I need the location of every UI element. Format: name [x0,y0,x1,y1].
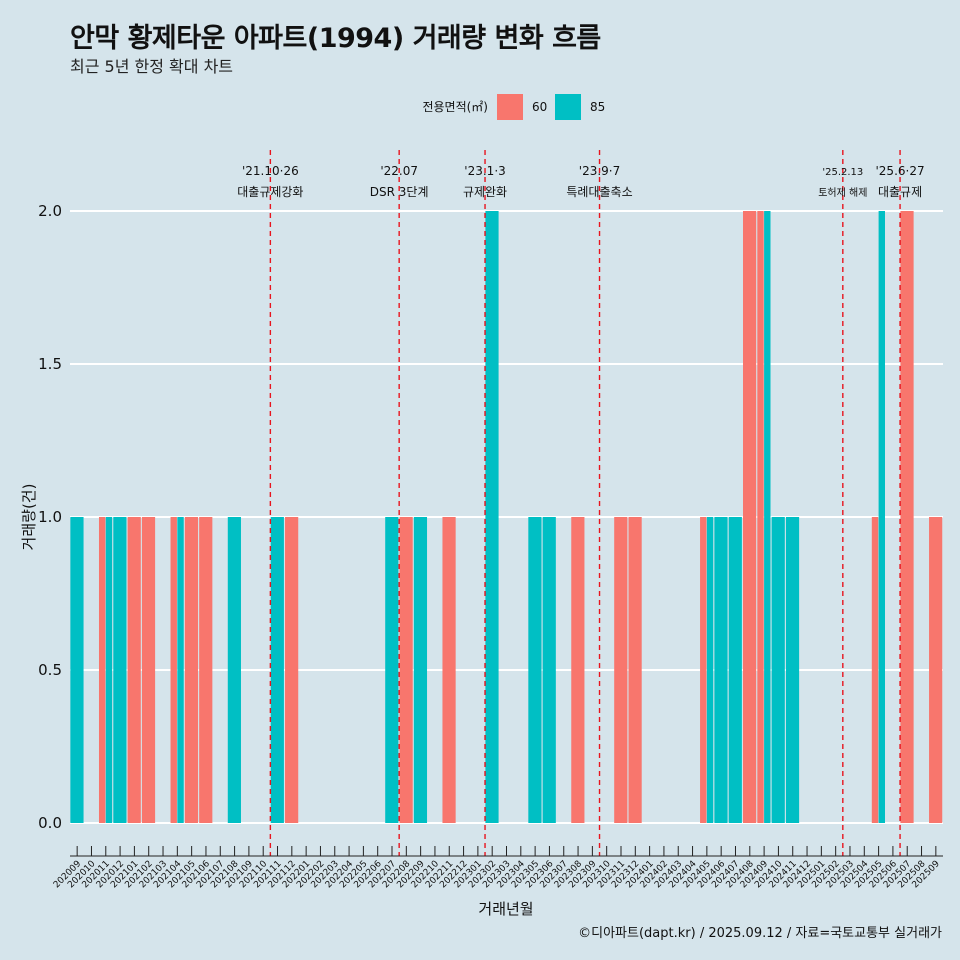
bar-202209-85 [413,517,428,823]
bar-202012-85 [113,517,127,823]
legend-title: 전용면적(㎡) [422,100,488,114]
bar-202101-60 [127,517,141,823]
bar-202409-85 [764,211,771,823]
bar-202105-60 [184,517,199,823]
bar-202505-85 [878,211,885,823]
bar-202408-60 [742,211,757,823]
bar-202407-85 [728,517,742,823]
bar-202106-60 [199,517,213,823]
y-tick-label: 0.5 [38,661,62,679]
source-caption: ©디아파트(dapt.kr) / 2025.09.12 / 자료=국토교통부 실… [578,926,942,941]
event-date: '23.9·7 [579,164,620,178]
bar-202011-60 [98,517,106,823]
bar-202009-85 [70,517,84,823]
event-date: '21.10·26 [242,164,299,178]
event-label: DSR 3단계 [370,185,429,199]
chart-subtitle: 최근 5년 한정 확대 차트 [70,57,234,76]
y-axis-title: 거래량(건) [20,484,38,551]
legend-swatch-60 [497,94,523,120]
bar-202405-60 [700,517,707,823]
legend-swatch-85 [555,94,581,120]
bar-202211-60 [442,517,456,823]
bar-202311-60 [614,517,628,823]
bar-202507-60 [900,211,914,823]
event-date: '25.6·27 [876,164,925,178]
event-date: '22.07 [380,164,418,178]
bar-202406-85 [714,517,728,823]
event-label: 특례대출축소 [566,185,632,199]
bar-202312-60 [628,517,642,823]
legend: 전용면적(㎡) 60 85 [422,94,605,120]
event-markers: '21.10·26 대출규제강화 '22.07 DSR 3단계 '23.1·3 규제완화 '… [237,150,925,856]
bar-202302-85 [485,211,499,823]
bar-202410-85 [771,517,785,823]
bar-202108-85 [227,517,241,823]
y-tick-label: 1.5 [38,355,62,373]
bar-202308-60 [571,517,585,823]
chart-title: 안막 황제타운 아파트(1994) 거래량 변화 흐름 [70,23,601,54]
y-tick-label: 2.0 [38,202,62,220]
bar-202104-85 [177,517,184,823]
y-tick-label: 0.0 [38,814,62,832]
legend-label-60: 60 [532,100,547,114]
event-date: '23.1·3 [464,164,505,178]
bar-202411-85 [785,517,800,823]
event-label: 대출규제 [878,185,922,199]
legend-label-85: 85 [590,100,605,114]
event-label: 토허제 해제 [818,186,867,199]
event-label: 규제완화 [463,185,507,199]
bar-202102-60 [141,517,156,823]
bar-202505-60 [871,517,879,823]
y-tick-label: 1.0 [38,508,62,526]
bar-202207-85 [385,517,399,823]
bar-202112-60 [285,517,299,823]
bar-202305-85 [528,517,542,823]
bar-202509-60 [929,517,943,823]
bars [70,211,943,823]
bar-202409-60 [757,211,764,823]
event-date: '25.2.13 [822,167,863,178]
bar-202306-85 [542,517,556,823]
bar-202104-60 [170,517,177,823]
bar-202111-85 [270,517,284,823]
bar-202208-60 [399,517,413,823]
bar-202405-85 [706,517,714,823]
bar-202011-85 [105,517,113,823]
event-label: 대출규제강화 [237,185,303,199]
x-axis-title: 거래년월 [478,900,533,918]
